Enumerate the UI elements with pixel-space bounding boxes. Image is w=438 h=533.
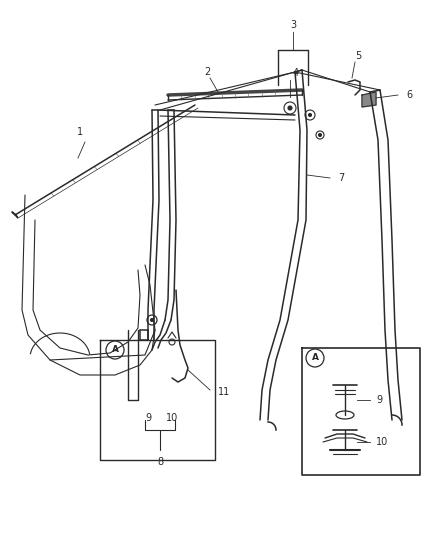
Text: A: A [112,345,119,354]
Text: 9: 9 [376,395,382,405]
Text: 10: 10 [166,413,178,423]
Text: 11: 11 [218,387,230,397]
Text: 8: 8 [157,457,163,467]
Text: 2: 2 [204,67,210,77]
Text: 7: 7 [338,173,344,183]
Text: 10: 10 [376,437,388,447]
Text: 5: 5 [355,51,361,61]
Text: 1: 1 [77,127,83,137]
Polygon shape [362,92,376,107]
Text: 3: 3 [290,20,296,30]
Circle shape [288,106,292,110]
Polygon shape [12,212,18,218]
Circle shape [318,133,321,136]
Circle shape [308,114,311,117]
Text: A: A [311,353,318,362]
Text: 9: 9 [145,413,151,423]
Circle shape [151,319,153,321]
Text: 4: 4 [293,68,299,78]
Text: 6: 6 [406,90,412,100]
